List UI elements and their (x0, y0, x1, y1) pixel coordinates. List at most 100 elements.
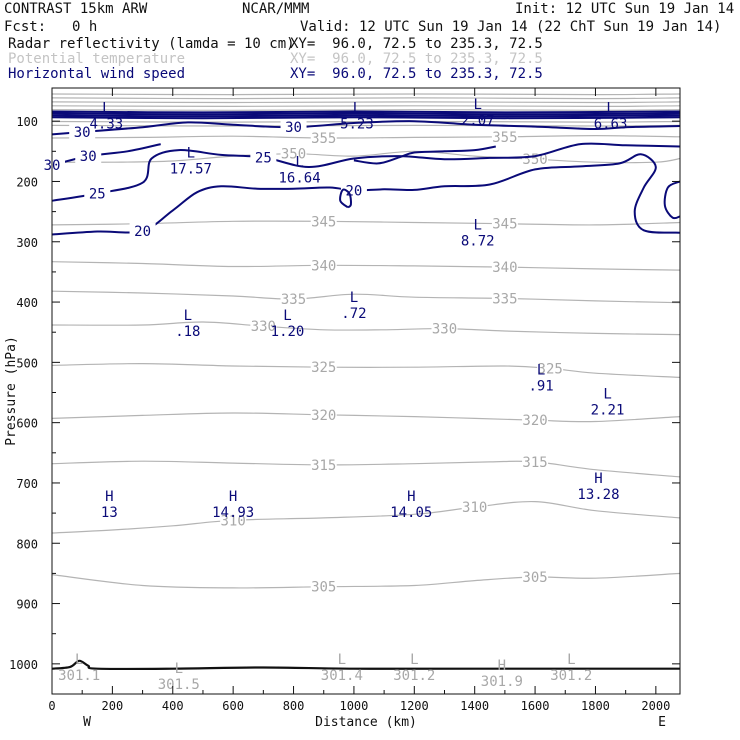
x-tick-label: 800 (283, 699, 305, 713)
extremum-type: L (175, 661, 183, 677)
theta-upper-line (51, 97, 681, 100)
theta-label-bg (310, 456, 337, 472)
theta-line (51, 150, 681, 164)
wind-label-bg (280, 119, 307, 135)
extremum-value: 8.72 (461, 234, 495, 250)
extremum-value: 301.5 (158, 677, 200, 693)
org-label: NCAR/MMM (242, 1, 310, 17)
theta-label-bg (522, 569, 549, 585)
extremum-type: L (473, 218, 481, 234)
theta-line (51, 412, 681, 423)
plot-frame (51, 87, 681, 695)
theta-label-bg (537, 360, 564, 376)
theta-label: 345 (492, 217, 517, 233)
theta-label: 335 (492, 291, 517, 307)
wind-line (339, 188, 352, 209)
extremum-value: 14.05 (390, 505, 432, 521)
x-tick-label: 1200 (400, 699, 429, 713)
theta-label: 315 (311, 458, 336, 474)
wind-label: 20 (134, 224, 151, 240)
theta-label: 335 (281, 292, 306, 308)
x-tick-label: 0 (48, 699, 55, 713)
wind-upper-line (51, 114, 681, 118)
wind-line (51, 143, 161, 167)
theta-line (51, 290, 681, 304)
theta-label-bg (522, 453, 549, 469)
extremum-type: L (283, 308, 291, 324)
extremum-value: 14.93 (212, 505, 254, 521)
axes: 0 200 400 600 800 1000 1200 1400 1600 1800 2000 100… (4, 87, 681, 730)
extremum-type: L (606, 101, 614, 117)
theta-label: 320 (522, 413, 547, 429)
extremum-type: L (567, 652, 575, 668)
extremum-type: L (338, 652, 346, 668)
extremum-type: H (594, 471, 602, 487)
x-tick-label: 200 (102, 699, 124, 713)
field-xy-wind: XY= 96.0, 72.5 to 235.3, 72.5 (290, 66, 543, 82)
y-tick-label: 500 (16, 356, 38, 370)
extremum-value: 4.33 (89, 117, 123, 133)
theta-line (51, 572, 681, 589)
extremum-value: 301.4 (321, 668, 363, 684)
extremum-type: L (184, 308, 192, 324)
theta-label-bg (250, 318, 277, 334)
theta-label-bg (310, 578, 337, 594)
theta-label-bg (310, 130, 337, 146)
extremum-type: L (75, 652, 83, 668)
theta-label-bg (431, 320, 458, 336)
wind-label: 25 (255, 150, 272, 166)
extremum-value: 13 (101, 505, 118, 521)
fcst-label: Fcst: (4, 19, 47, 35)
theta-label: 310 (462, 500, 487, 516)
wind-label: 30 (285, 120, 302, 136)
theta-label: 310 (221, 513, 246, 529)
theta-label-bg (491, 290, 518, 306)
theta-label: 355 (311, 131, 336, 147)
x-tick-label: 1400 (460, 699, 489, 713)
wind-line (51, 142, 681, 202)
extremum-type: L (473, 97, 481, 113)
field-xy-theta: XY= 96.0, 72.5 to 235.3, 72.5 (290, 51, 543, 67)
wind-upper-line (51, 112, 681, 116)
theta-label: 315 (522, 455, 547, 471)
theta-label: 340 (311, 258, 336, 274)
wind-label: 30 (74, 125, 91, 141)
extremum-type: H (498, 658, 506, 674)
x-tick-label: 1800 (581, 699, 610, 713)
extremum-value: 2.21 (591, 403, 625, 419)
field-name-reflectivity: Radar reflectivity (lamda = 10 cm) (8, 36, 295, 52)
extremum-value: 2.07 (461, 113, 495, 129)
extremum-type: L (350, 290, 358, 306)
theta-label-bg (491, 259, 518, 275)
wind-label: 30 (80, 149, 97, 165)
extremum-type: L (295, 154, 303, 170)
extremum-type: L (537, 362, 545, 378)
west-endpoint-label: W (83, 715, 91, 730)
extremum-value: 301.2 (393, 668, 435, 684)
theta-upper-line (51, 109, 681, 111)
x-tick-label: 1600 (521, 699, 550, 713)
y-tick-label: 200 (16, 175, 38, 189)
extremum-value: .18 (175, 324, 200, 340)
extremum-type: L (187, 145, 195, 161)
extremum-type: L (410, 652, 418, 668)
y-tick-label: 100 (16, 115, 38, 129)
extremum-value: 17.57 (170, 161, 212, 177)
y-tick-label: 400 (16, 296, 38, 310)
extremum-value: 16.64 (278, 170, 320, 186)
theta-label-bg (522, 412, 549, 428)
x-tick-label: 1000 (339, 699, 368, 713)
theta-label: 330 (432, 322, 457, 338)
valid-time: Valid: 12 UTC Sun 19 Jan 14 (22 ChT Sun … (300, 19, 722, 35)
x-tick-label: 2000 (641, 699, 670, 713)
wind-line (51, 153, 681, 236)
theta-label: 305 (522, 570, 547, 586)
y-tick-label: 1000 (9, 658, 38, 672)
theta-upper-line (51, 93, 681, 96)
y-tick-label: 800 (16, 537, 38, 551)
field-name-theta: Potential temperature (8, 51, 186, 67)
east-endpoint-label: E (658, 715, 666, 730)
